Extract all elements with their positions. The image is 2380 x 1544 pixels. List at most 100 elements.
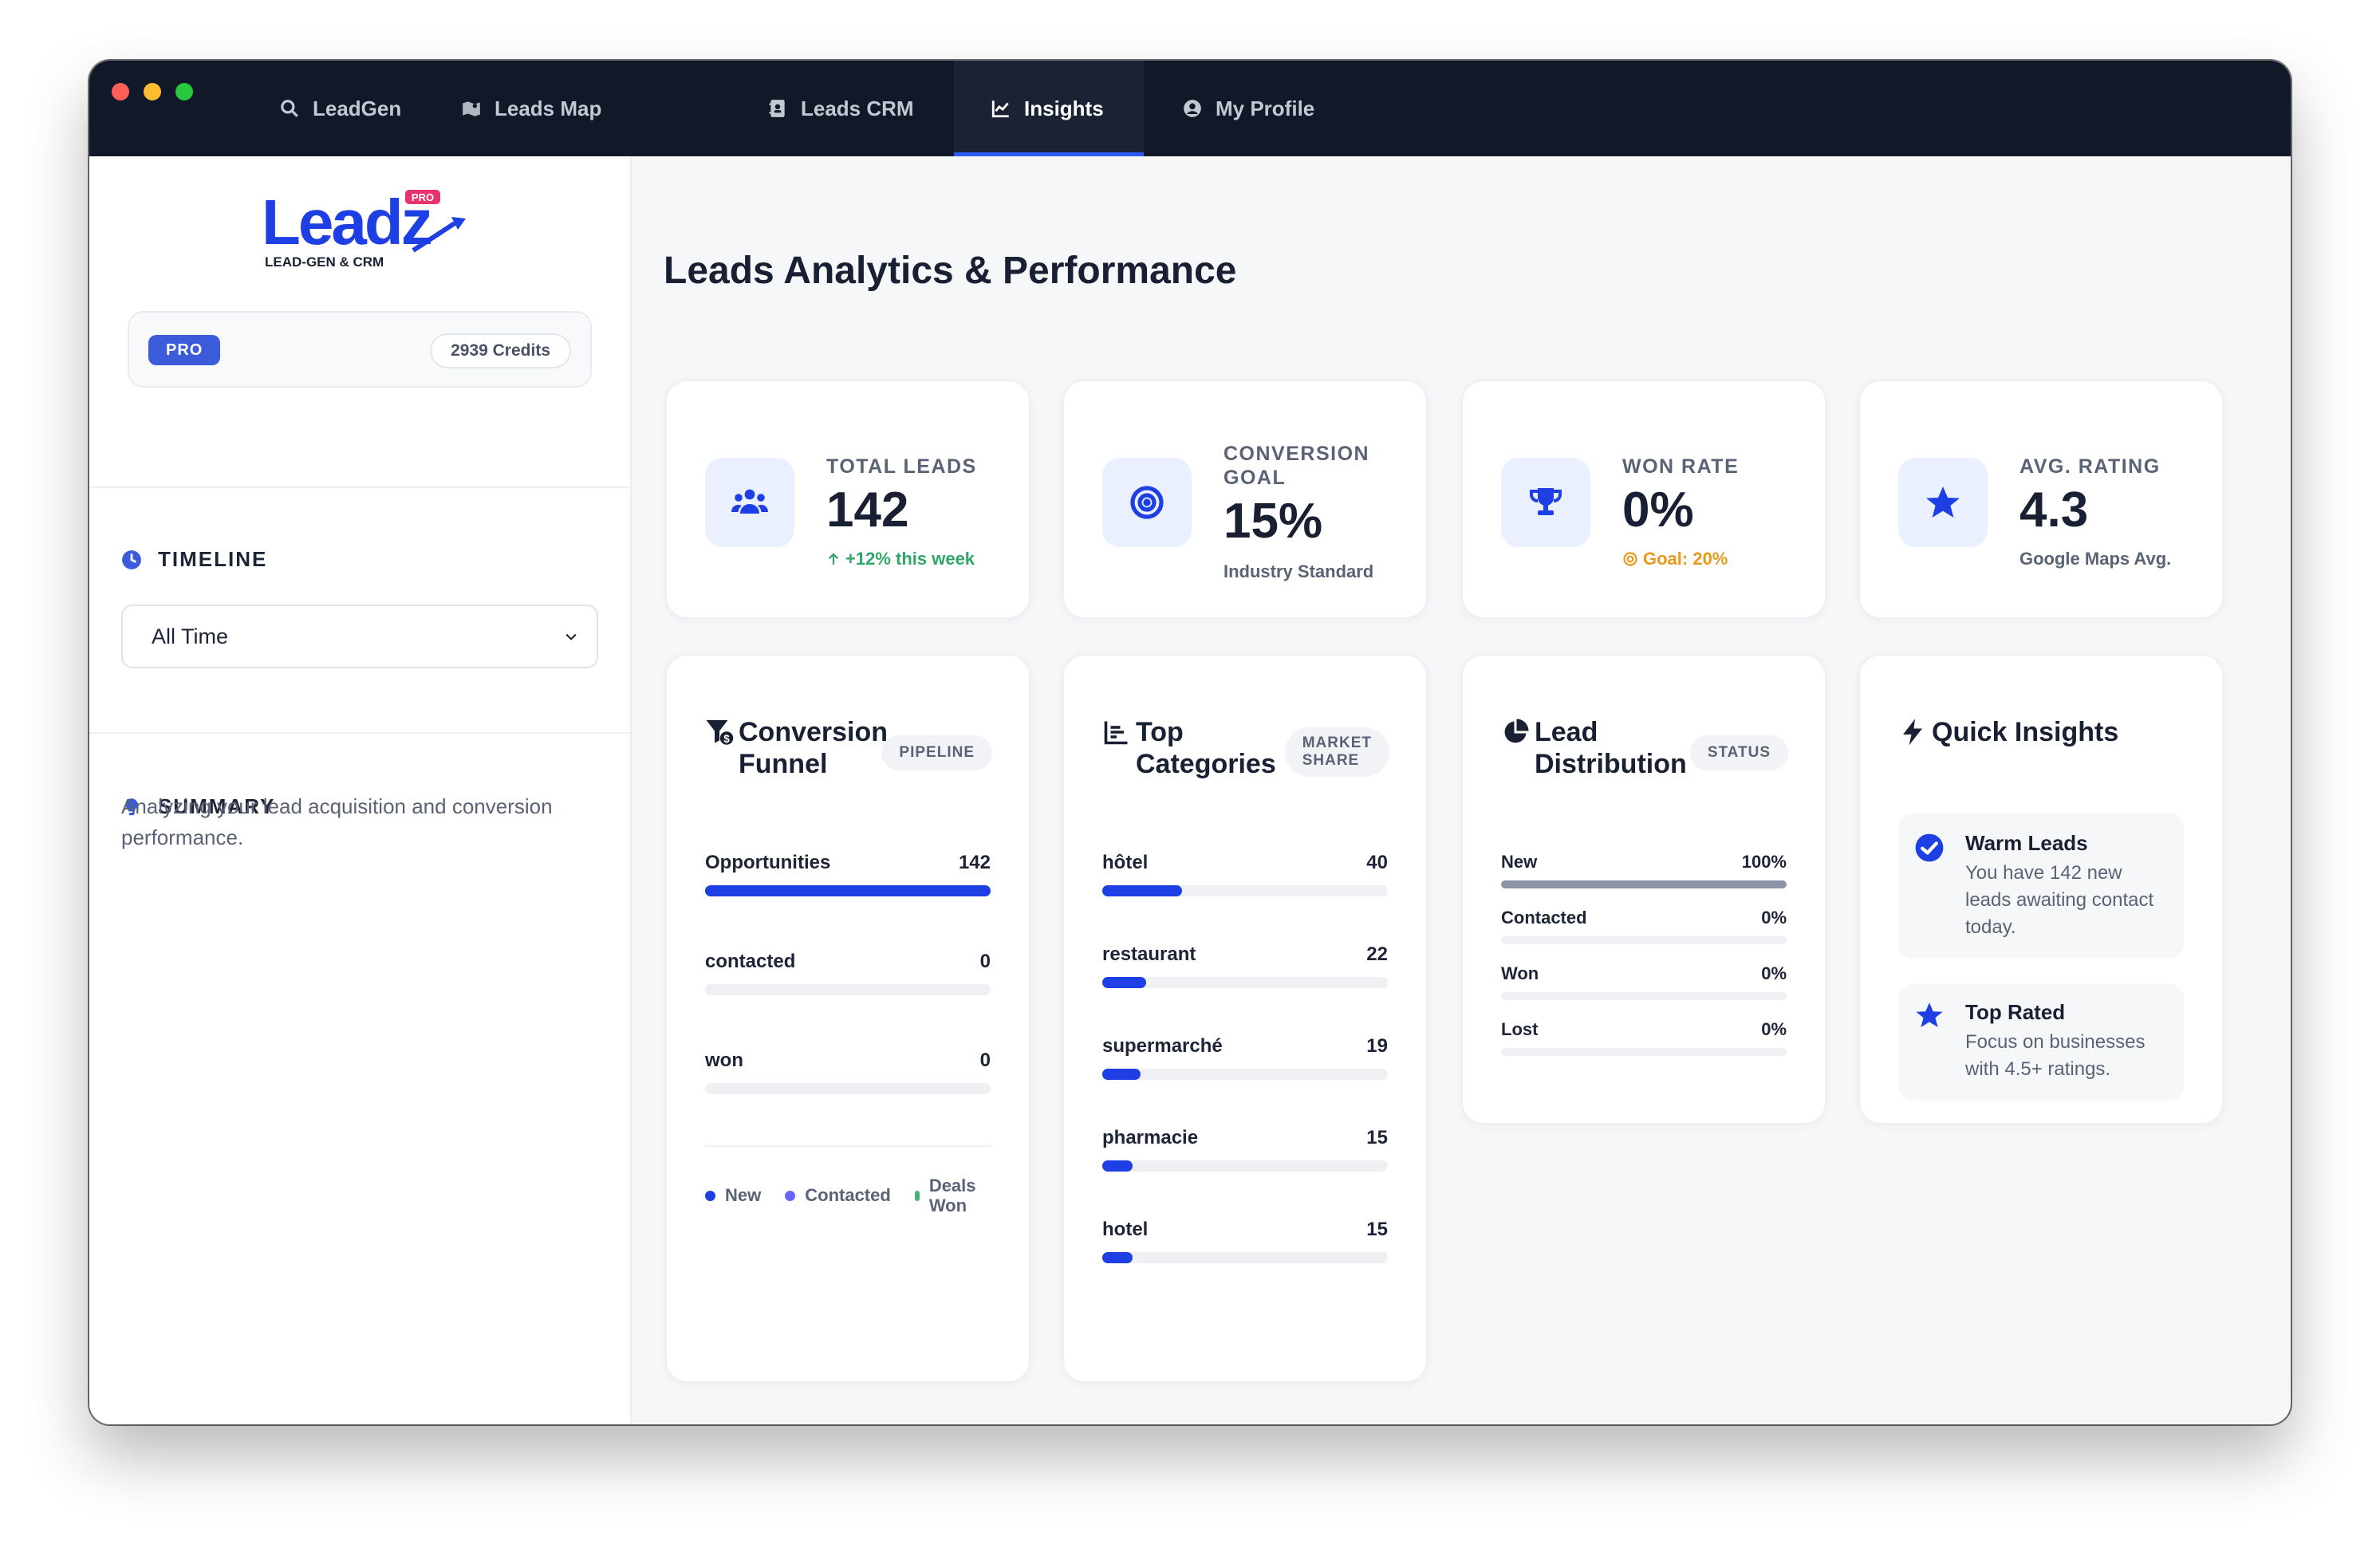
- stat-card-conversion-goal: CONVERSION GOAL 15% Industry Standard: [1062, 380, 1428, 619]
- row-label: Opportunities: [705, 852, 831, 873]
- legend-label: Deals Won: [929, 1176, 976, 1215]
- star-icon-tile: [1898, 458, 1988, 547]
- insight-text: You have 142 new leads awaiting contact …: [1965, 862, 2154, 938]
- progress-track: [1501, 936, 1787, 944]
- quick-insights-card: Quick Insights Warm Leads You have 142 n…: [1858, 654, 2224, 1125]
- row-label: won: [705, 1050, 743, 1071]
- progress-track: [1501, 1048, 1787, 1056]
- conversion-funnel-card: $ Conversion Funnel PIPELINE Opportuniti…: [665, 654, 1030, 1383]
- title-line: Lead: [1535, 717, 1598, 747]
- tab-label: Leads CRM: [801, 96, 914, 120]
- contact-book-icon: [769, 100, 785, 117]
- stat-sub: Google Maps Avg.: [2019, 549, 2172, 569]
- category-row: hotel 15: [1102, 1219, 1388, 1266]
- summary-text: Analyzing your lead acquisition and conv…: [121, 794, 553, 849]
- insight-top-rated[interactable]: Top Rated Focus on businesses with 4.5+ …: [1898, 984, 2184, 1101]
- star-icon: [1926, 486, 1960, 518]
- stat-card-avg-rating: AVG. RATING 4.3 Google Maps Avg.: [1858, 380, 2224, 619]
- progress-track: [1102, 1160, 1388, 1172]
- tab-leads-map[interactable]: Leads Map: [442, 61, 621, 156]
- category-row: pharmacie 15: [1102, 1127, 1388, 1175]
- legend-label: New: [725, 1185, 762, 1205]
- progress-fill: [1102, 977, 1147, 988]
- progress-fill: [1102, 1160, 1133, 1172]
- summary-title: SUMMARY: [158, 794, 276, 818]
- progress-fill: [705, 885, 991, 896]
- distribution-row: Won 0%: [1501, 963, 1787, 1000]
- card-title: Quick Insights: [1932, 717, 2119, 747]
- sidebar-divider: [89, 732, 630, 734]
- leadz-logo: Leadz PRO LEAD-GEN & CRM: [262, 188, 466, 270]
- insight-title: Top Rated: [1965, 1000, 2066, 1024]
- row-label: supermarché: [1102, 1035, 1223, 1057]
- row-value: 0: [979, 1050, 991, 1071]
- tab-leads-crm[interactable]: Leads CRM: [748, 61, 933, 156]
- users-icon: [731, 489, 768, 514]
- legend-dot: [914, 1190, 920, 1201]
- row-value: 100%: [1741, 852, 1787, 872]
- distribution-row: Lost 0%: [1501, 1019, 1787, 1056]
- top-nav-bar: LeadGen Leads Map Leads CRM Insights My …: [89, 61, 2291, 156]
- card-title: Lead Distribution: [1535, 716, 1687, 780]
- title-line: Top: [1136, 717, 1184, 747]
- insight-title: Warm Leads: [1965, 831, 2088, 855]
- star-icon: [1916, 1002, 1943, 1028]
- app-window: LeadGen Leads Map Leads CRM Insights My …: [89, 61, 2291, 1424]
- progress-track: [1102, 1069, 1388, 1080]
- trophy-icon: [1530, 488, 1562, 515]
- row-value: 142: [958, 852, 991, 873]
- window-controls: [112, 83, 193, 100]
- tab-insights[interactable]: Insights: [954, 61, 1144, 156]
- row-value: 0%: [1761, 1019, 1787, 1039]
- credits-pill[interactable]: 2939 Credits: [430, 333, 571, 368]
- card-title: Conversion Funnel: [739, 716, 888, 780]
- row-label: hôtel: [1102, 852, 1149, 873]
- tab-leadgen[interactable]: LeadGen: [260, 61, 420, 156]
- user-circle-icon: [1184, 100, 1201, 117]
- row-label: Lost: [1501, 1019, 1539, 1039]
- title-line: Conversion: [739, 717, 889, 747]
- map-icon: [463, 101, 480, 116]
- stat-label: AVG. RATING: [2019, 455, 2161, 478]
- legend-item-contacted: Contacted: [785, 1185, 891, 1206]
- plan-card: PRO 2939 Credits: [128, 311, 592, 388]
- category-row: hôtel 40: [1102, 852, 1388, 900]
- legend-label: Contacted: [805, 1185, 891, 1205]
- distribution-row: New 100%: [1501, 852, 1787, 888]
- row-value: 15: [1366, 1219, 1388, 1240]
- funnel-legend: New Contacted Deals Won: [705, 1176, 991, 1215]
- card-divider: [705, 1145, 991, 1147]
- search-icon: [281, 100, 298, 117]
- progress-track: [705, 1083, 991, 1094]
- card-header: Top Categories: [1102, 716, 1276, 780]
- svg-text:LEAD-GEN & CRM: LEAD-GEN & CRM: [265, 254, 384, 270]
- stat-card-won-rate: WON RATE 0% Goal: 20%: [1461, 380, 1826, 619]
- row-value: 0%: [1761, 963, 1787, 983]
- row-label: hotel: [1102, 1219, 1149, 1240]
- progress-track: [1102, 977, 1388, 988]
- funnel-row: Opportunities 142: [705, 852, 991, 900]
- tab-label: My Profile: [1216, 96, 1315, 120]
- stat-sub: Industry Standard: [1223, 561, 1374, 581]
- row-label: New: [1501, 852, 1538, 872]
- progress-track: [1102, 885, 1388, 896]
- progress-track: [705, 984, 991, 995]
- close-window-button[interactable]: [112, 83, 129, 100]
- stat-label: TOTAL LEADS: [826, 455, 977, 478]
- tab-my-profile[interactable]: My Profile: [1163, 61, 1334, 156]
- timeline-select[interactable]: All Time: [121, 605, 598, 668]
- row-label: Contacted: [1501, 908, 1587, 928]
- maximize-window-button[interactable]: [175, 83, 193, 100]
- funnel-row: won 0: [705, 1050, 991, 1097]
- market-share-tag: MARKET SHARE: [1284, 727, 1389, 777]
- progress-fill: [1102, 1069, 1141, 1080]
- legend-item-deals-won: Deals Won: [914, 1176, 976, 1215]
- summary-heading: SUMMARY: [121, 794, 275, 819]
- minimize-window-button[interactable]: [144, 83, 161, 100]
- category-row: supermarché 19: [1102, 1035, 1388, 1083]
- tab-label: LeadGen: [313, 96, 402, 120]
- insight-warm-leads[interactable]: Warm Leads You have 142 new leads awaiti…: [1898, 813, 2184, 959]
- title-line: Funnel: [739, 749, 828, 779]
- lightning-icon: [1903, 719, 1922, 746]
- pie-chart-icon: [1504, 719, 1529, 743]
